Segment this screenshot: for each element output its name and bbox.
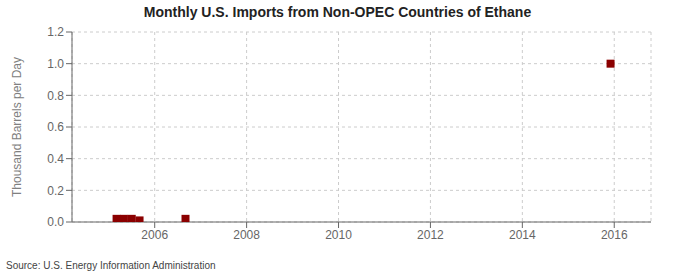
svg-text:0.4: 0.4 bbox=[47, 152, 64, 166]
svg-text:2006: 2006 bbox=[141, 228, 168, 242]
html-text:Source: U.S. Energy Informatio: Source: U.S. Energy Information Administ… bbox=[6, 260, 216, 271]
svg-text:0.8: 0.8 bbox=[47, 89, 64, 103]
svg-text:2016: 2016 bbox=[601, 228, 628, 242]
html-text:Monthly U.S. Imports from Non-: Monthly U.S. Imports from Non-OPEC Count… bbox=[143, 4, 532, 20]
svg-text:0.0: 0.0 bbox=[47, 215, 64, 229]
svg-text:0.2: 0.2 bbox=[47, 184, 64, 198]
svg-text:1.0: 1.0 bbox=[47, 57, 64, 71]
svg-text:2008: 2008 bbox=[233, 228, 260, 242]
svg-text:2010: 2010 bbox=[325, 228, 352, 242]
svg-text:2014: 2014 bbox=[509, 228, 536, 242]
svg-text:Thousand Barrels per Day: Thousand Barrels per Day bbox=[10, 57, 24, 197]
svg-text:0.6: 0.6 bbox=[47, 120, 64, 134]
svg-text:1.2: 1.2 bbox=[47, 25, 64, 39]
svg-text:2012: 2012 bbox=[417, 228, 444, 242]
